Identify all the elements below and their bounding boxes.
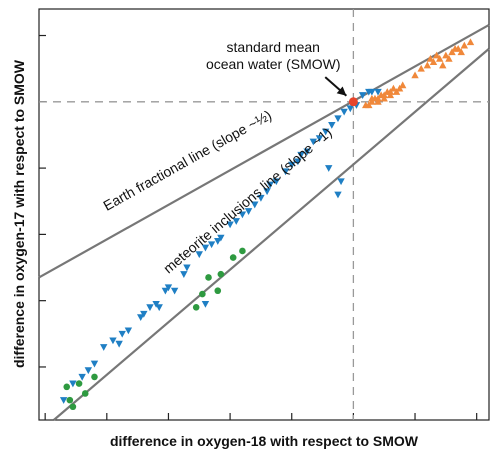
earth-sample-point bbox=[368, 94, 376, 102]
meteorite-point bbox=[334, 191, 342, 199]
earth-sample-point bbox=[466, 38, 475, 46]
earth-sample-point bbox=[398, 81, 407, 89]
chondrule-point bbox=[217, 270, 225, 278]
earth-sample-point bbox=[423, 61, 432, 69]
meteorite-point bbox=[214, 238, 222, 245]
x-axis-label: difference in oxygen-18 with respect to … bbox=[110, 433, 419, 449]
chondrule-point bbox=[75, 380, 83, 387]
earth-sample-point bbox=[380, 94, 388, 102]
chondrule-point bbox=[91, 373, 98, 381]
meteorite-point bbox=[272, 178, 281, 186]
earth-sample-point bbox=[460, 41, 469, 49]
chondrule-point bbox=[214, 287, 222, 295]
meteorite-point bbox=[303, 148, 311, 156]
smow-arrow-head bbox=[336, 86, 347, 96]
meteorite-point bbox=[325, 165, 333, 172]
earth-sample-point bbox=[442, 51, 450, 59]
meteorite-point bbox=[337, 178, 345, 186]
axis-ticks bbox=[39, 34, 478, 420]
earth-sample-point bbox=[417, 64, 425, 72]
meteorite-point bbox=[115, 340, 123, 348]
smow-annotation-line: standard mean bbox=[227, 39, 320, 55]
meteorite-point bbox=[226, 221, 234, 229]
earth-sample-point bbox=[386, 91, 395, 99]
meteorite-point bbox=[109, 337, 117, 345]
earth-sample-point bbox=[451, 44, 459, 52]
chondrule-point bbox=[69, 403, 77, 411]
smow-point bbox=[348, 97, 358, 107]
meteorite-point bbox=[155, 304, 163, 312]
earth-sample-point bbox=[411, 71, 419, 79]
meteorite-point bbox=[161, 287, 170, 295]
earth-sample-point bbox=[445, 54, 453, 62]
meteorite-point bbox=[334, 115, 342, 123]
meteorite-point bbox=[315, 135, 324, 143]
meteorite-point bbox=[201, 300, 210, 308]
meteorite-point bbox=[84, 367, 93, 375]
chart-labels: Earth fractional line (slope ~½)meteorit… bbox=[100, 39, 348, 276]
meteorite-point bbox=[238, 211, 247, 219]
smow-annotation-line: ocean water (SMOW) bbox=[206, 56, 341, 72]
meteorite-point bbox=[100, 344, 108, 351]
earth-sample-point bbox=[432, 51, 441, 59]
earth-fractional-line bbox=[38, 23, 490, 279]
earth-sample-point bbox=[374, 98, 382, 105]
meteorite-point bbox=[217, 234, 225, 242]
reference-lines bbox=[39, 9, 489, 420]
meteorite-point bbox=[257, 194, 265, 202]
meteorite-point bbox=[195, 251, 203, 259]
meteorite-point bbox=[90, 360, 99, 368]
meteorite-point bbox=[78, 373, 86, 381]
chondrule-point bbox=[66, 396, 74, 404]
meteorite-point bbox=[346, 105, 355, 113]
meteorite-point bbox=[201, 244, 210, 252]
meteorite-inclusions-line bbox=[53, 47, 490, 421]
meteorite-point bbox=[124, 327, 133, 335]
meteorite-point bbox=[294, 158, 302, 166]
meteorite-point bbox=[374, 88, 382, 96]
meteorite-point bbox=[170, 287, 179, 295]
meteorite-point bbox=[358, 92, 367, 99]
y-axis-label: difference in oxygen-17 with respect to … bbox=[11, 59, 27, 368]
meteorite-point bbox=[340, 108, 348, 116]
meteorite-point bbox=[309, 138, 318, 146]
meteorite-point bbox=[118, 330, 126, 338]
meteorite-point bbox=[140, 310, 148, 318]
meteorite-point bbox=[164, 284, 173, 292]
chondrule-point bbox=[192, 304, 200, 311]
meteorite-point bbox=[251, 201, 259, 209]
meteorite-point bbox=[207, 241, 216, 249]
meteorite-point bbox=[137, 314, 145, 322]
meteorite-point bbox=[321, 128, 330, 136]
plot-frame bbox=[38, 8, 490, 421]
meteorite-point bbox=[328, 122, 336, 129]
meteorite-point bbox=[183, 264, 191, 272]
meteorite-point bbox=[69, 380, 77, 388]
fit-lines bbox=[38, 23, 490, 421]
meteorite-point bbox=[180, 271, 188, 278]
meteorite-point bbox=[59, 397, 68, 404]
chondrule-point bbox=[205, 274, 212, 281]
data-points bbox=[59, 38, 475, 411]
meteorite-point bbox=[244, 208, 253, 215]
chondrule-point bbox=[239, 247, 246, 255]
meteorite-point bbox=[146, 304, 154, 312]
meteorite-point bbox=[232, 218, 240, 225]
meteorite-point bbox=[368, 88, 376, 96]
earth-sample-point bbox=[426, 54, 435, 62]
earth-sample-point bbox=[457, 48, 465, 56]
meteorite-point bbox=[297, 151, 305, 159]
meteorite-point bbox=[281, 168, 290, 176]
meteorite-point bbox=[263, 188, 271, 196]
chondrule-point bbox=[63, 383, 71, 391]
earth-sample-point bbox=[439, 61, 447, 69]
meteorite-point bbox=[288, 161, 296, 169]
meteorite-point bbox=[266, 181, 274, 189]
chondrule-point bbox=[81, 390, 89, 397]
chondrule-point bbox=[199, 290, 206, 298]
earth-sample-point bbox=[389, 84, 398, 92]
chondrule-point bbox=[229, 254, 237, 261]
